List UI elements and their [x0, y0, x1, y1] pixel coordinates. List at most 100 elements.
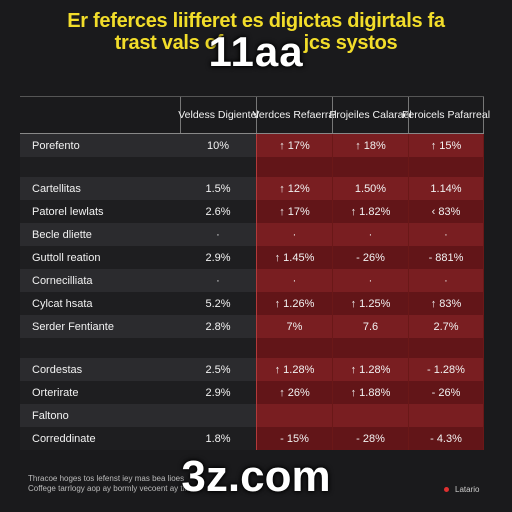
watermark-top: 11aa [208, 28, 304, 75]
table-header: Veldess Digientel Verdces Refaerral Proj… [20, 96, 490, 134]
chart-title: Er feferces liifferet es digictas digirt… [0, 10, 512, 55]
table-cell [256, 338, 332, 358]
footer-mark-text: Latario [455, 485, 480, 494]
row-label: Faltono [32, 409, 69, 422]
table-row: Serder Fentiante 2.8% 7% 7.6 2.7% [20, 315, 484, 338]
table-cell: 1.5% [205, 182, 231, 195]
title-line-1: Er feferces liifferet es digictas digirt… [67, 10, 445, 32]
table-row: Patorel lewlats 2.6% ↑ 17% ↑ 1.82% ‹ 83% [20, 200, 484, 223]
table-cell: 7.6 [332, 315, 408, 338]
table-cell: 1.50% [332, 177, 408, 200]
header-label [20, 97, 180, 133]
table-cell [332, 338, 408, 358]
table-cell [408, 404, 484, 427]
table-row: Guttoll reation 2.9% ↑ 1.45% - 26% - 881% [20, 246, 484, 269]
table-cell: - 15% [256, 427, 332, 450]
header-col-2: Verdces Refaerral [252, 97, 337, 133]
row-label: Correddinate [32, 432, 96, 445]
table-cell: - 26% [332, 246, 408, 269]
table-cell: ↑ 17% [256, 134, 332, 157]
table-row: Faltono [20, 404, 484, 427]
table-cell [332, 404, 408, 427]
table-cell: · [256, 269, 332, 292]
table-cell: - 4.3% [408, 427, 484, 450]
table-cell: ↑ 1.25% [332, 292, 408, 315]
table-cell: ↑ 1.26% [256, 292, 332, 315]
table-cell: - 28% [332, 427, 408, 450]
table-cell: ‹ 83% [408, 200, 484, 223]
table-cell: · [256, 223, 332, 246]
table-cell: 2.9% [205, 386, 231, 399]
table-cell [408, 338, 484, 358]
table-cell [180, 338, 256, 358]
title-line-2: trast vals of jcs systos [0, 32, 512, 54]
table-cell [256, 157, 332, 177]
row-label: Cylcat hsata [32, 297, 93, 310]
header-col-1: Veldess Digientel [178, 97, 259, 133]
table-row: Cornecilliata · · · · [20, 269, 484, 292]
table-cell [180, 404, 256, 427]
table-cell: 2.7% [408, 315, 484, 338]
row-label: Becle dliette [32, 228, 92, 241]
watermark-bottom: 3z.com [181, 452, 331, 501]
footer-mark: Latario [444, 485, 479, 494]
table-cell: · [216, 274, 220, 287]
table-cell: 2.6% [205, 205, 231, 218]
footer-note: Thracoe hoges tos lefenst iey mas bea li… [28, 474, 195, 494]
table-cell: 1.8% [205, 432, 231, 445]
data-table: Veldess Digientel Verdces Refaerral Proj… [20, 96, 490, 450]
table-cell: ↑ 26% [256, 381, 332, 404]
table-cell: ↑ 1.88% [332, 381, 408, 404]
table-cell [408, 157, 484, 177]
table-cell: · [332, 223, 408, 246]
row-label: Guttoll reation [32, 251, 101, 264]
table-cell: ↑ 18% [332, 134, 408, 157]
table-row: Becle dliette · · · · [20, 223, 484, 246]
table-cell: 10% [206, 139, 230, 152]
row-label: Cornecilliata [32, 274, 93, 287]
title-line-2b: jcs systos [303, 32, 398, 55]
table-cell: ↑ 17% [256, 200, 332, 223]
header-col-4: Feroicels Pafarreal [402, 97, 490, 133]
table-cell: 1.14% [408, 177, 484, 200]
table-cell [332, 157, 408, 177]
table-cell: ↑ 1.45% [256, 246, 332, 269]
table-row: Cordestas 2.5% ↑ 1.28% ↑ 1.28% - 1.28% [20, 358, 484, 381]
row-label: Patorel lewlats [32, 205, 104, 218]
row-label: Cordestas [32, 363, 83, 376]
table-cell: 2.8% [205, 320, 231, 333]
table-cell: · [408, 269, 484, 292]
row-label: Orterirate [32, 386, 79, 399]
row-label [20, 338, 180, 358]
title-line-2a: trast vals of [114, 32, 224, 55]
table-cell: - 26% [408, 381, 484, 404]
table-cell [256, 404, 332, 427]
row-label [20, 157, 180, 177]
table-cell: ↑ 83% [408, 292, 484, 315]
table-cell: - 1.28% [408, 358, 484, 381]
table-row: Porefento 10% ↑ 17% ↑ 18% ↑ 15% [20, 134, 484, 157]
table-cell: ↑ 1.28% [256, 358, 332, 381]
table-cell: 7% [256, 315, 332, 338]
footer-line-1: Thracoe hoges tos lefenst iey mas bea li… [28, 474, 185, 483]
table-row [20, 157, 484, 177]
table-cell: ↑ 12% [256, 177, 332, 200]
row-label: Cartellitas [32, 182, 81, 195]
table-cell: · [332, 269, 408, 292]
table-cell: · [216, 228, 220, 241]
table-row: Correddinate 1.8% - 15% - 28% - 4.3% [20, 427, 484, 450]
table-cell: ↑ 1.28% [332, 358, 408, 381]
table-row: Orterirate 2.9% ↑ 26% ↑ 1.88% - 26% [20, 381, 484, 404]
table-cell: 2.9% [205, 251, 231, 264]
table-cell: ↑ 15% [408, 134, 484, 157]
row-label: Porefento [32, 139, 80, 152]
table-cell: 2.5% [205, 363, 231, 376]
table-body: Porefento 10% ↑ 17% ↑ 18% ↑ 15% Cartellitas 1.… [20, 134, 484, 450]
table-cell: ↑ 1.82% [332, 200, 408, 223]
footer-line-2: Coffege tarrlogy aop ay bormly vecoent a… [28, 484, 195, 493]
table-row: Cylcat hsata 5.2% ↑ 1.26% ↑ 1.25% ↑ 83% [20, 292, 484, 315]
header-col-3: Projeiles Calarael [329, 97, 412, 133]
row-label: Serder Fentiante [32, 320, 114, 333]
table-cell [180, 157, 256, 177]
table-cell: - 881% [408, 246, 484, 269]
